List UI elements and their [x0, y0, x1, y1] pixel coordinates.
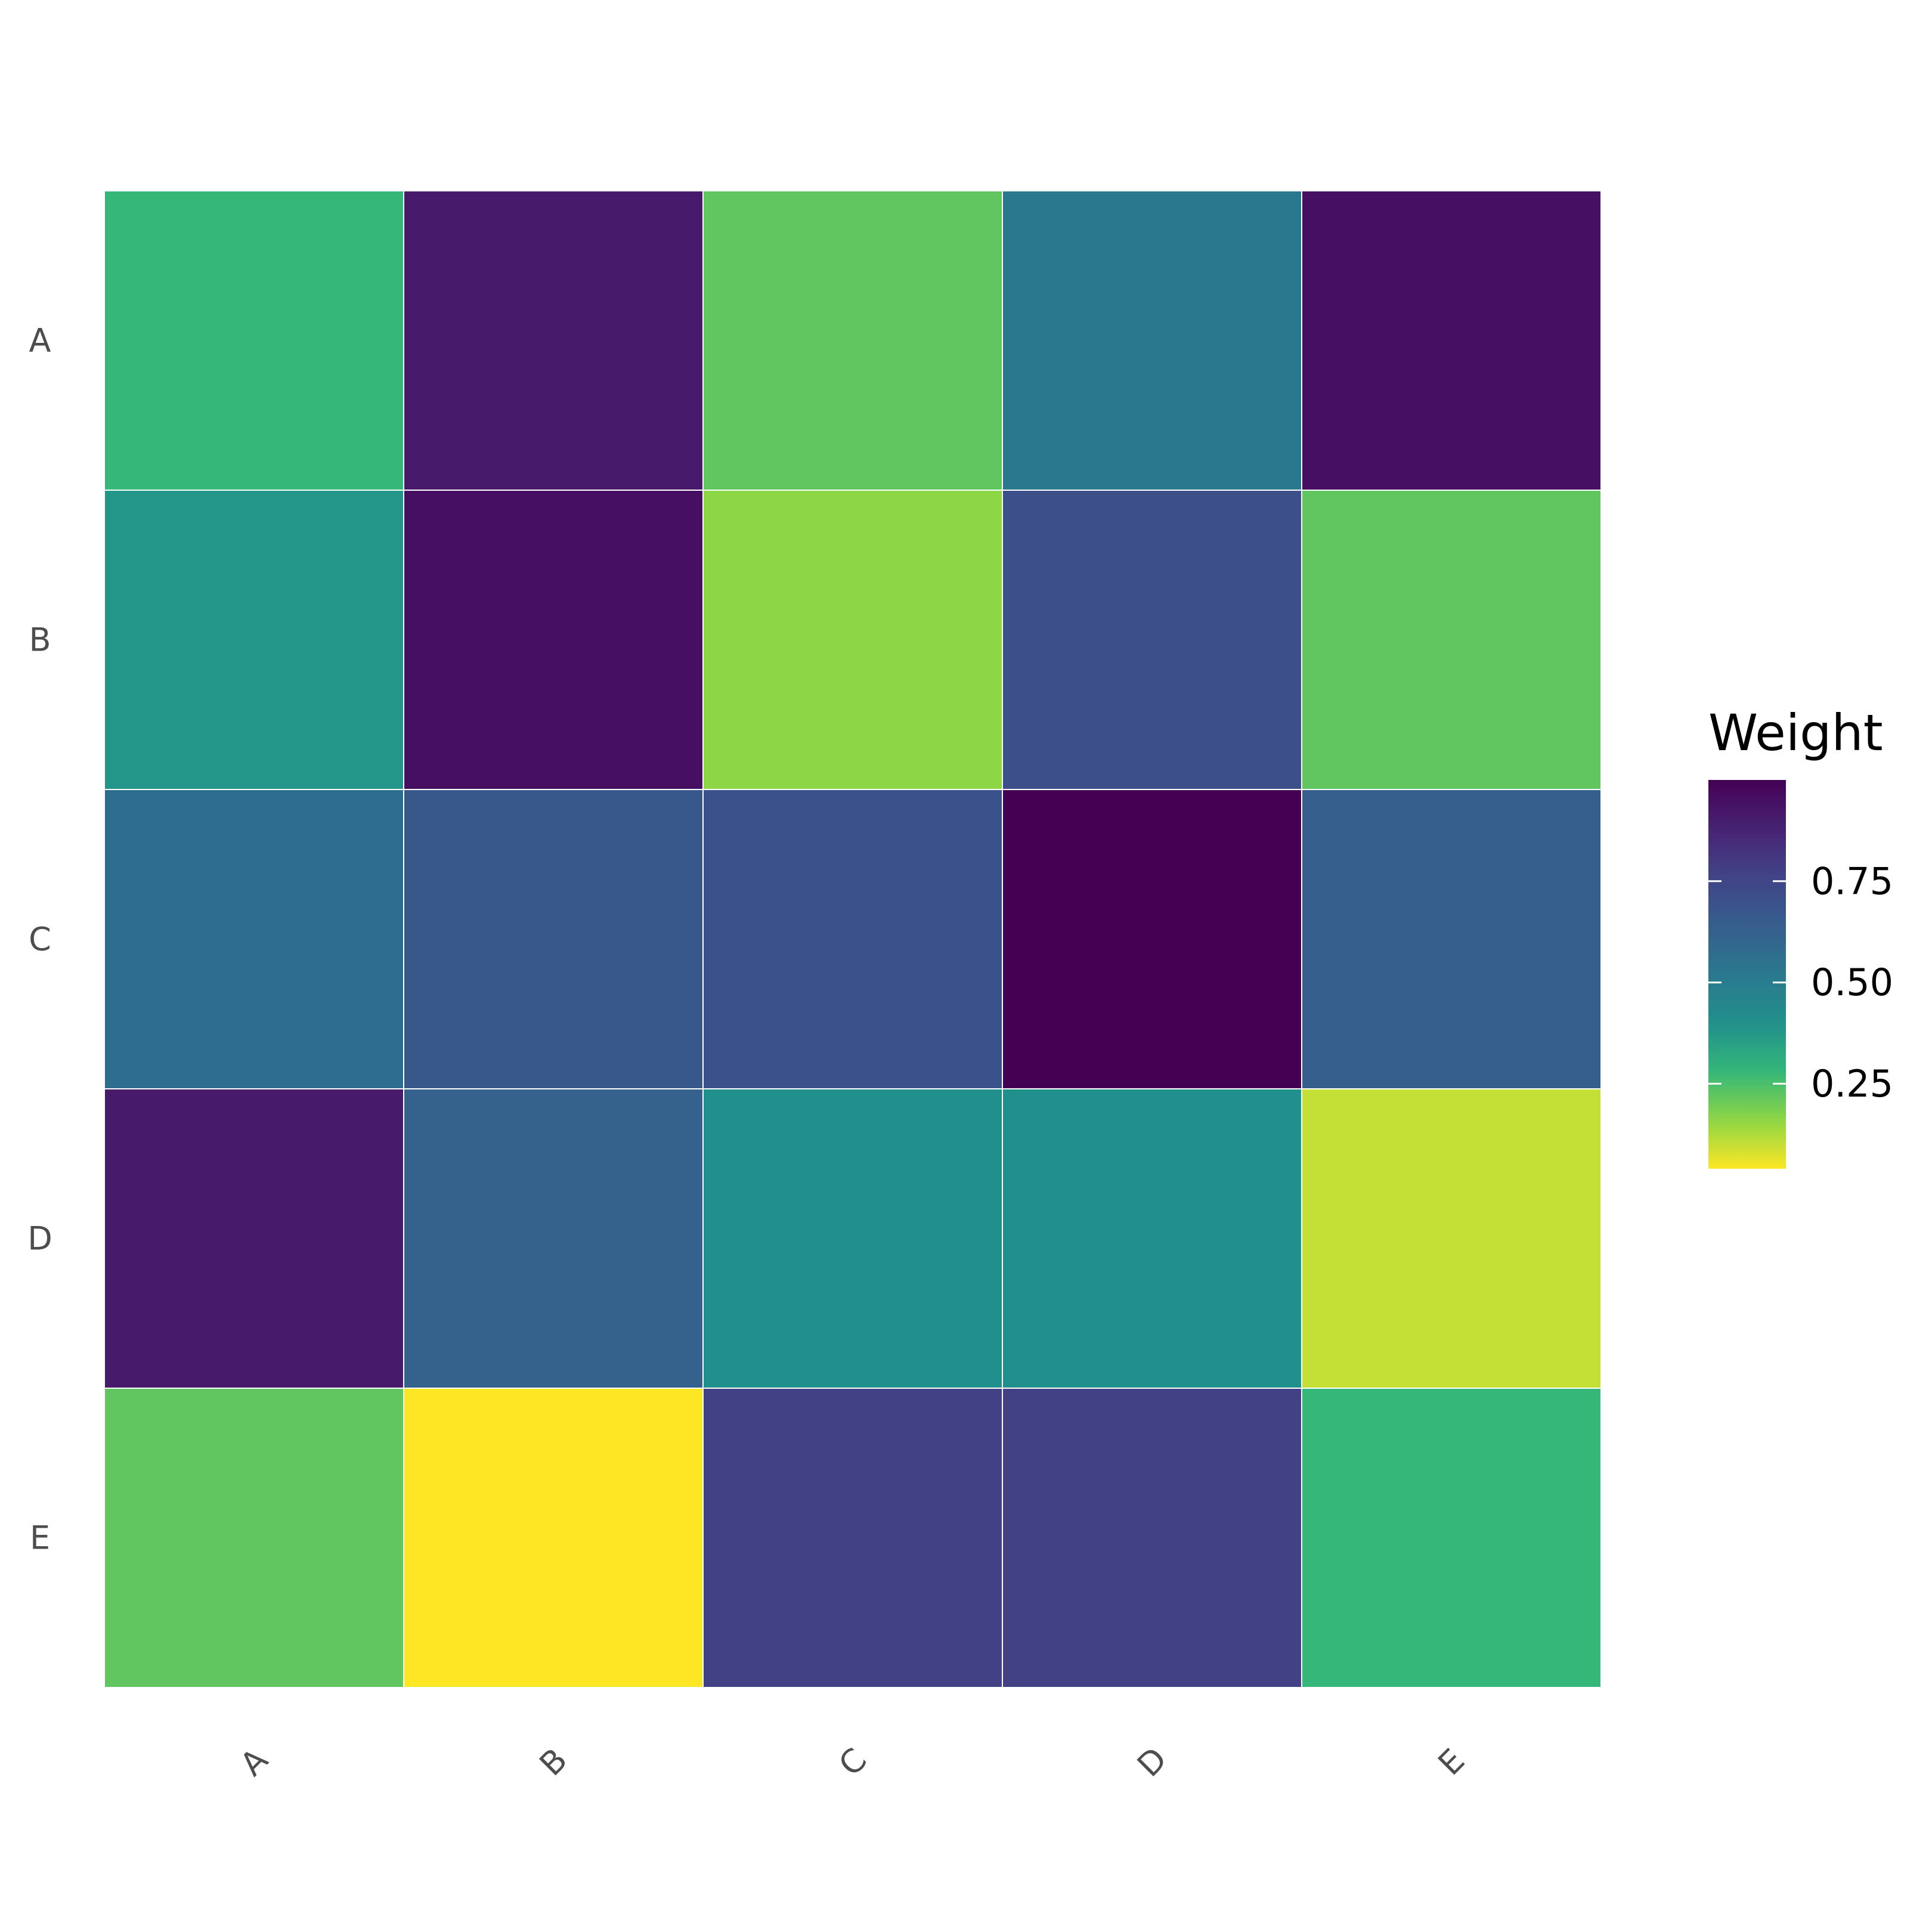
x-tick-label-B: B: [532, 1741, 575, 1784]
legend-ticks: 0.25 0.50 0.75: [1708, 859, 1893, 1106]
heatmap-cell-D-A: [104, 1088, 404, 1389]
y-tick-label-E: E: [30, 1519, 50, 1557]
y-tick-label-A: A: [29, 322, 51, 360]
legend-tick-label-0.75: 0.75: [1811, 859, 1893, 903]
heatmap-cell-B-B: [403, 490, 704, 790]
y-tick-label-B: B: [29, 621, 51, 659]
heatmap-cell-B-D: [1002, 490, 1302, 790]
heatmap-cell-E-A: [104, 1388, 404, 1688]
heatmap-cell-D-E: [1301, 1088, 1602, 1389]
x-tick-label-D: D: [1130, 1740, 1174, 1784]
heatmap-cell-C-C: [702, 789, 1003, 1089]
heatmap-cell-A-A: [104, 190, 404, 491]
legend-tick-label-0.25: 0.25: [1811, 1062, 1893, 1106]
heatmap-cell-B-C: [702, 490, 1003, 790]
heatmap-cell-E-B: [403, 1388, 704, 1688]
y-axis-tick-labels: A B C D E: [27, 322, 52, 1557]
heatmap-cell-C-A: [104, 789, 404, 1089]
heatmap-cell-A-B: [403, 190, 704, 491]
legend-tick-label-0.50: 0.50: [1811, 961, 1893, 1004]
x-tick-label-E: E: [1431, 1742, 1472, 1783]
heatmap-cell-D-C: [702, 1088, 1003, 1389]
heatmap-cell-A-D: [1002, 190, 1302, 491]
x-tick-label-A: A: [233, 1741, 275, 1784]
heatmap-cell-E-C: [702, 1388, 1003, 1688]
heatmap-cell-E-E: [1301, 1388, 1602, 1688]
heatmap-cells: [104, 190, 1602, 1688]
color-legend: Weight 0.25 0.50 0.75: [1708, 704, 1893, 1169]
legend-colorbar: [1708, 780, 1786, 1169]
y-tick-label-D: D: [27, 1220, 52, 1258]
heatmap-cell-C-E: [1301, 789, 1602, 1089]
heatmap-cell-E-D: [1002, 1388, 1302, 1688]
x-tick-label-C: C: [831, 1741, 874, 1783]
heatmap-cell-B-E: [1301, 490, 1602, 790]
heatmap-cell-C-B: [403, 789, 704, 1089]
heatmap-cell-D-D: [1002, 1088, 1302, 1389]
heatmap-cell-D-B: [403, 1088, 704, 1389]
heatmap-cell-A-C: [702, 190, 1003, 491]
y-tick-label-C: C: [29, 921, 51, 958]
x-axis-tick-labels: A B C D E: [233, 1740, 1472, 1784]
heatmap-cell-A-E: [1301, 190, 1602, 491]
heatmap-cell-C-D: [1002, 789, 1302, 1089]
legend-title: Weight: [1708, 704, 1883, 762]
heatmap-cell-B-A: [104, 490, 404, 790]
